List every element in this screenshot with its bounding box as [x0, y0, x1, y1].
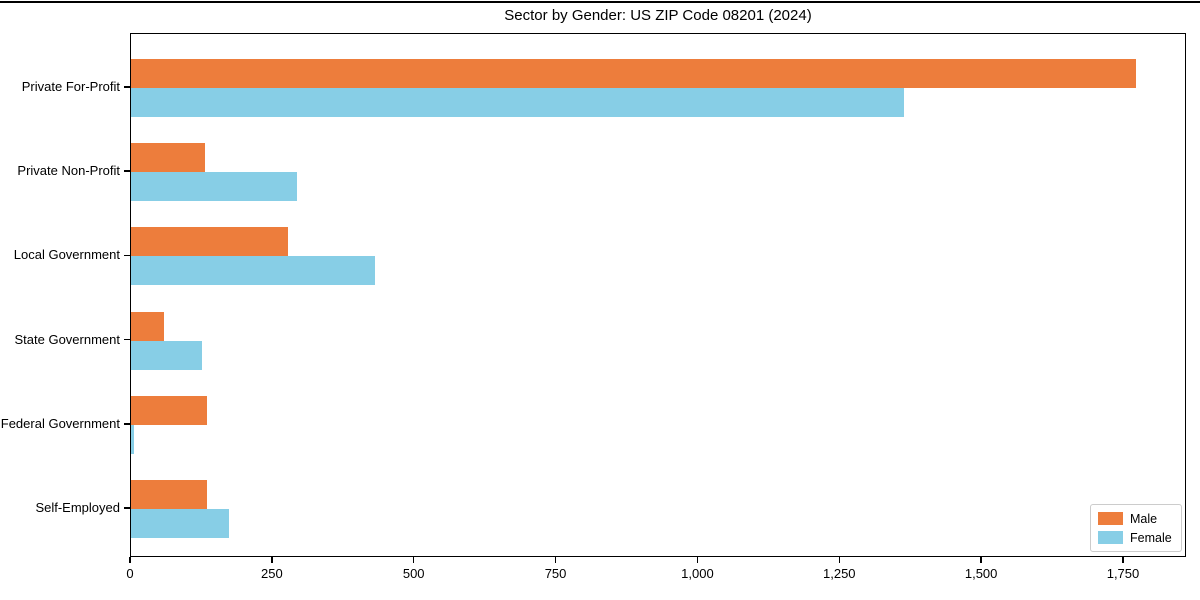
bar-male-2	[131, 143, 205, 173]
bar-male-4	[131, 311, 164, 341]
y-axis-tick	[124, 86, 130, 88]
y-tick-label: State Government	[14, 331, 121, 347]
female-swatch	[1098, 531, 1123, 544]
legend-item-male: Male	[1098, 512, 1174, 526]
x-tick-label: 500	[402, 566, 425, 581]
y-tick-label: Federal Government	[0, 415, 120, 431]
plot-area	[130, 33, 1186, 557]
y-axis-tick	[124, 423, 130, 425]
y-axis-tick	[124, 338, 130, 341]
x-axis-tick	[271, 557, 273, 563]
legend: Male Female	[1090, 504, 1182, 552]
x-axis-tick	[696, 557, 699, 563]
bar-male-3	[131, 227, 289, 257]
x-axis-tick	[838, 557, 841, 563]
y-tick-label: Private For-Profit	[21, 79, 120, 94]
x-axis-tick	[1122, 557, 1124, 563]
y-axis-tick	[124, 254, 130, 257]
bar-female-5	[131, 424, 134, 454]
legend-label-male: Male	[1130, 511, 1158, 526]
bar-female-3	[131, 256, 375, 286]
x-axis-tick	[129, 557, 131, 563]
x-axis-tick	[412, 557, 415, 563]
x-tick-label: 1,000	[681, 566, 714, 581]
y-tick-label: Self-Employed	[35, 500, 120, 515]
x-tick-label: 1,500	[964, 566, 998, 581]
chart-title: Sector by Gender: US ZIP Code 08201 (202…	[504, 7, 812, 24]
bar-female-1	[131, 88, 904, 117]
male-swatch	[1098, 512, 1123, 525]
y-axis-tick	[124, 170, 130, 172]
y-tick-label: Local Government	[13, 247, 120, 263]
x-tick-label: 1,750	[1106, 566, 1140, 581]
bar-male-5	[131, 395, 208, 425]
x-axis-tick	[980, 557, 982, 563]
figure-top-border	[0, 1, 1200, 3]
x-axis-tick	[554, 557, 557, 563]
bar-male-6	[131, 480, 208, 509]
x-tick-label: 1,250	[823, 566, 856, 581]
y-tick-label: Private Non-Profit	[17, 163, 120, 179]
bar-female-2	[131, 172, 298, 202]
bar-female-4	[131, 340, 202, 370]
y-axis-tick	[124, 507, 130, 509]
legend-item-female: Female	[1098, 531, 1174, 545]
x-tick-label: 750	[544, 566, 567, 581]
x-tick-label: 250	[260, 566, 283, 581]
legend-label-female: Female	[1130, 530, 1172, 545]
bar-female-6	[131, 509, 229, 538]
bar-male-1	[131, 59, 1137, 88]
x-tick-label: 0	[126, 566, 134, 581]
